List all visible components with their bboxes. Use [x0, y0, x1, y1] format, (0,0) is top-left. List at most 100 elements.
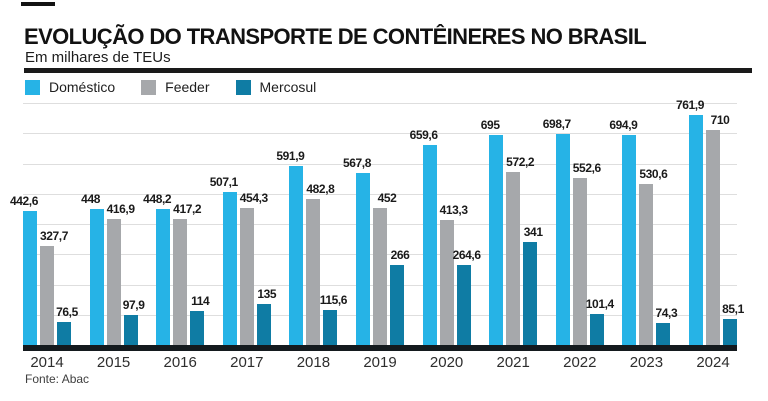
value-label: 482,8	[306, 182, 335, 196]
chart-subtitle: Em milhares de TEUs	[25, 49, 171, 66]
value-label: 448,2	[143, 192, 172, 206]
bar-domestico-2023: 694,9	[609, 118, 638, 345]
bar-feeder-2017: 454,3	[240, 191, 268, 345]
mercosul-swatch-icon	[235, 79, 251, 95]
value-label: 454,3	[239, 191, 268, 205]
bar-mercosul-2023: 74,3	[656, 306, 678, 345]
bar-feeder-2024: 710	[706, 113, 730, 345]
value-label: 659,6	[409, 128, 438, 142]
title-rule	[24, 68, 752, 73]
bar-feeder-2014: 327,7	[40, 229, 68, 345]
bar-feeder-2018: 482,8	[306, 182, 335, 345]
value-label: 507,1	[209, 175, 238, 189]
value-label: 76,5	[56, 305, 78, 319]
source-note: Fonte: Abac	[25, 372, 90, 386]
gridline	[23, 163, 737, 165]
bar-group-2018: 591,9 482,8 115,6	[276, 149, 347, 345]
bar-domestico-2020: 659,6	[410, 128, 438, 345]
value-label: 530,6	[639, 167, 668, 181]
bar-domestico-2018: 591,9	[276, 149, 305, 345]
year-label: 2019	[363, 354, 397, 371]
value-label: 591,9	[276, 149, 305, 163]
bar-domestico-2019: 567,8	[343, 156, 371, 345]
year-label: 2022	[563, 354, 597, 371]
legend-label: Doméstico	[49, 79, 116, 95]
bar-group-2019: 567,8 452 266	[343, 156, 410, 345]
year-label: 2017	[230, 354, 264, 371]
legend-item-mercosul: Mercosul	[235, 79, 317, 95]
bar-mercosul-2016: 114	[190, 294, 210, 345]
bar-mercosul-2017: 135	[256, 287, 277, 345]
value-label: 264,6	[452, 248, 481, 262]
year-label: 2014	[30, 354, 64, 371]
value-label: 761,9	[675, 98, 705, 112]
legend-item-domestico: Doméstico	[25, 79, 115, 95]
gridline	[23, 133, 737, 135]
bar-domestico-2021: 695	[481, 118, 504, 345]
plot-area: 442,6 327,7 76,5 448 416,9 97,9 448,2 417,2 114 5…	[10, 98, 744, 345]
value-label: 567,8	[342, 156, 372, 170]
year-label: 2020	[429, 354, 464, 371]
bar-group-2020: 659,6 413,3 264,6	[410, 128, 481, 345]
value-label: 552,6	[572, 161, 601, 175]
bar-group-2014: 442,6 327,7 76,5	[10, 194, 78, 345]
year-label: 2024	[696, 354, 730, 371]
legend-item-feeder: Feeder	[141, 79, 210, 95]
bar-mercosul-2021: 341	[523, 225, 543, 345]
value-label: 85,1	[722, 302, 744, 316]
value-label: 710	[710, 113, 730, 127]
chart-title: EVOLUÇÃO DO TRANSPORTE DE CONTÊINERES NO…	[24, 24, 647, 49]
value-label: 413,3	[439, 203, 468, 217]
legend-label: Mercosul	[259, 79, 317, 95]
bar-mercosul-2019: 266	[390, 248, 410, 345]
x-axis-labels: 2014 2015 2016 2017 2018 2019 2020 2021 2022 2023…	[23, 354, 737, 372]
bar-domestico-2022: 698,7	[543, 117, 571, 345]
bar-domestico-2024: 761,9	[676, 98, 704, 345]
value-label: 695	[480, 118, 500, 132]
value-label: 74,3	[655, 306, 678, 320]
x-axis-baseline	[23, 345, 737, 351]
year-label: 2023	[629, 354, 664, 371]
value-label: 114	[191, 294, 210, 308]
value-label: 101,4	[585, 297, 614, 311]
value-label: 417,2	[173, 202, 202, 216]
bar-feeder-2021: 572,2	[506, 155, 535, 345]
bar-mercosul-2024: 85,1	[722, 302, 744, 345]
value-label: 572,2	[506, 155, 535, 169]
bar-group-2024: 761,9 710 85,1	[676, 98, 744, 345]
bar-domestico-2014: 442,6	[10, 194, 38, 345]
bar-feeder-2023: 530,6	[639, 167, 668, 345]
domestico-swatch-icon	[25, 79, 40, 95]
value-label: 97,9	[122, 298, 145, 312]
bar-feeder-2015: 416,9	[107, 202, 135, 345]
value-label: 694,9	[609, 118, 638, 132]
bar-feeder-2022: 552,6	[573, 161, 601, 345]
value-label: 452	[377, 191, 397, 205]
bar-group-2023: 694,9 530,6 74,3	[609, 118, 678, 345]
bar-group-2016: 448,2 417,2 114	[143, 192, 210, 345]
bar-feeder-2016: 417,2	[173, 202, 202, 345]
value-label: 327,7	[39, 229, 69, 243]
bar-feeder-2020: 413,3	[440, 203, 468, 345]
bar-group-2017: 507,1 454,3 135	[210, 175, 277, 345]
bar-group-2021: 695 572,2 341	[481, 118, 543, 345]
value-label: 442,6	[9, 194, 39, 208]
gridline	[23, 193, 737, 195]
value-label: 341	[523, 225, 543, 239]
bar-feeder-2019: 452	[373, 191, 397, 345]
bar-domestico-2015: 448	[81, 192, 104, 345]
bar-mercosul-2020: 264,6	[453, 248, 481, 345]
value-label: 266	[390, 248, 410, 262]
bar-mercosul-2018: 115,6	[320, 293, 347, 345]
bar-group-2022: 698,7 552,6 101,4	[543, 117, 614, 345]
value-label: 416,9	[106, 202, 135, 216]
value-label: 698,7	[542, 117, 571, 131]
bar-mercosul-2014: 76,5	[56, 305, 78, 345]
feeder-swatch-icon	[141, 79, 157, 95]
bar-mercosul-2022: 101,4	[586, 297, 614, 345]
value-label: 135	[257, 287, 277, 301]
year-label: 2016	[163, 354, 197, 371]
gridline	[23, 103, 737, 104]
value-label: 115,6	[319, 293, 348, 307]
bar-group-2015: 448 416,9 97,9	[81, 192, 145, 345]
